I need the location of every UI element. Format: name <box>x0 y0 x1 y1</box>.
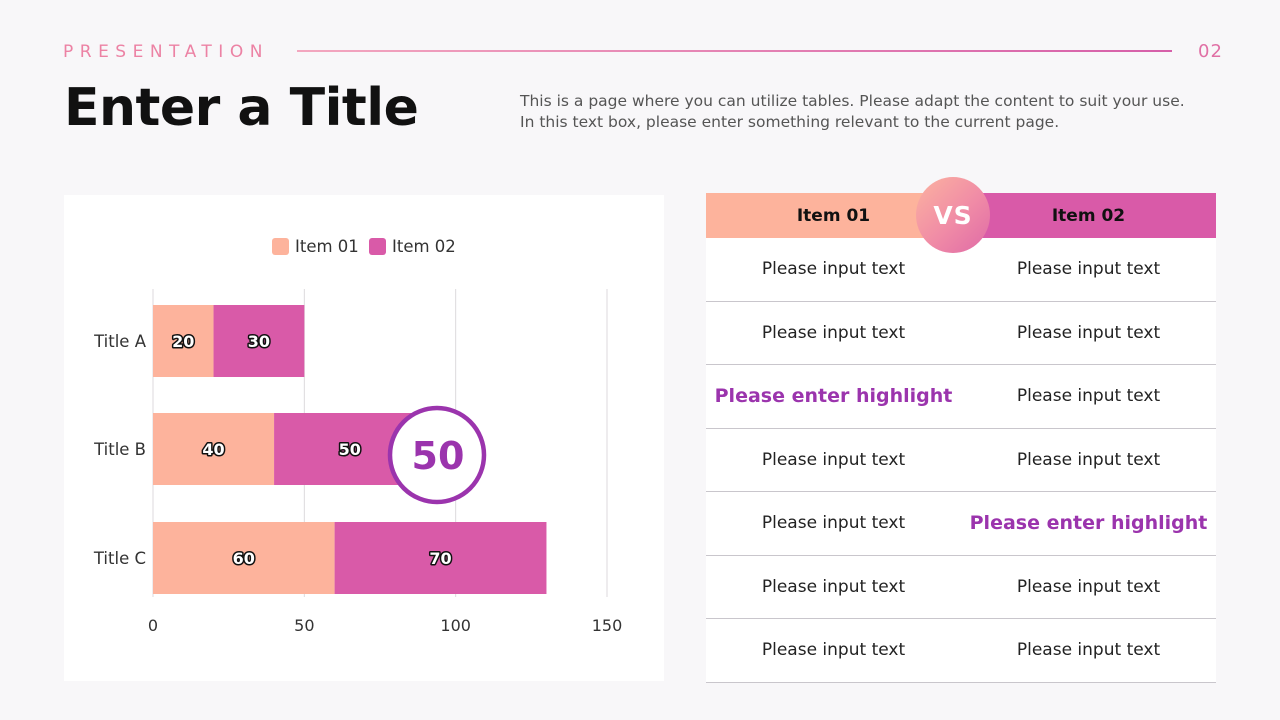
table-row: Please input text Please input text <box>706 302 1216 365</box>
table-cell: Please input text <box>761 449 906 470</box>
bar-segment <box>153 305 214 377</box>
x-tick-label: 50 <box>294 616 314 635</box>
bar-segment <box>153 413 275 485</box>
callout-circle <box>387 405 487 505</box>
x-tick-label: 100 <box>440 616 471 635</box>
table-cell: Please input text <box>761 576 906 597</box>
table-row: Please input text Please input text <box>706 429 1216 492</box>
legend-swatch <box>369 238 386 255</box>
table-cell: Please input text <box>1016 576 1161 597</box>
table-cell: Please input text <box>1016 386 1161 407</box>
x-tick-label: 150 <box>592 616 623 635</box>
stacked-bar-chart: 0 50 100 150 Item 01 Item 02 Title A 20 30 Title … <box>93 237 623 635</box>
bar-data-label: 70 <box>429 549 451 568</box>
legend-label: Item 01 <box>295 237 359 256</box>
table-cell: Please input text <box>1016 640 1161 661</box>
header-divider <box>297 50 1172 52</box>
chart-card: 0 50 100 150 Item 01 Item 02 Title A 20 30 Title … <box>64 195 664 681</box>
legend-label: Item 02 <box>392 237 456 256</box>
column-header-item-02: Item 02 <box>961 193 1216 238</box>
bar-data-label: 40 <box>202 440 224 459</box>
table-body: Please input text Please input text Please… <box>706 238 1216 683</box>
comparison-table: Item 01 Item 02 VS Please input text Plea… <box>706 177 1216 683</box>
table-cell: Please input text <box>761 640 906 661</box>
table-row: Please input text Please input text <box>706 556 1216 619</box>
bar-data-label: 50 <box>339 440 361 459</box>
table-cell-highlight: Please enter highlight <box>969 512 1208 535</box>
bar-segment <box>153 522 335 594</box>
table-cell: Please input text <box>1016 322 1161 343</box>
x-tick-label: 0 <box>148 616 158 635</box>
table-header: Item 01 Item 02 VS <box>706 177 1216 253</box>
table-row: Please input text Please input text <box>706 238 1216 302</box>
table-cell: Please input text <box>761 513 906 534</box>
table-cell: Please input text <box>1016 259 1161 280</box>
category-label: Title B <box>93 440 146 459</box>
page-number: 02 <box>1198 41 1223 62</box>
page-title: Enter a Title <box>64 78 419 138</box>
vs-badge: VS <box>916 177 990 253</box>
table-cell: Please input text <box>761 322 906 343</box>
table-cell: Please input text <box>1016 449 1161 470</box>
table-row: Please input text Please input text <box>706 619 1216 683</box>
table-cell-highlight: Please enter highlight <box>714 385 953 408</box>
table-row: Please input text Please enter highlight <box>706 492 1216 556</box>
legend-swatch <box>272 238 289 255</box>
page-description: This is a page where you can utilize tab… <box>520 92 1185 131</box>
bar-data-label: 60 <box>233 549 255 568</box>
bar-segment <box>334 522 547 594</box>
callout-value: 50 <box>412 434 465 478</box>
bar-data-label: 30 <box>248 332 270 351</box>
category-label: Title C <box>93 549 146 568</box>
table-row: Please enter highlight Please input text <box>706 365 1216 429</box>
bar-data-label: 20 <box>172 332 194 351</box>
bar-segment <box>213 305 305 377</box>
category-label: Title A <box>93 332 147 351</box>
header-label: PRESENTATION <box>63 42 269 62</box>
table-cell: Please input text <box>761 259 906 280</box>
